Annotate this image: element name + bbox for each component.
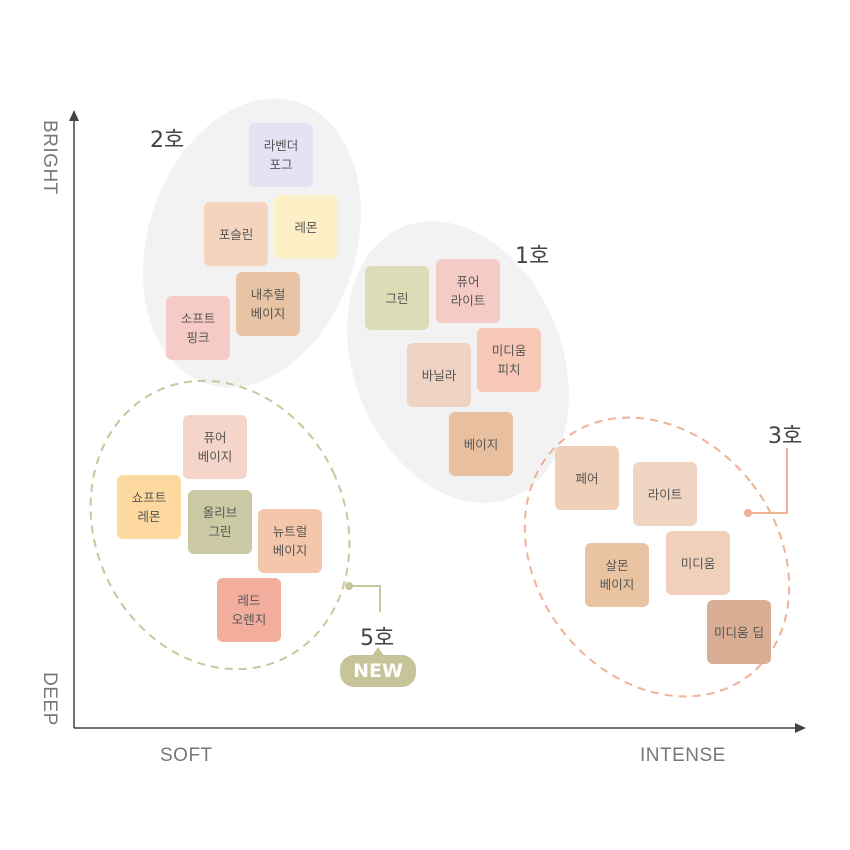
shade-swatch: 올리브 그린	[188, 490, 252, 554]
shade-swatch: 살몬 베이지	[585, 543, 649, 607]
shade-swatch: 바닐라	[407, 343, 471, 407]
group-label-2: 2호	[150, 128, 185, 153]
shade-swatch: 내추럴 베이지	[236, 272, 300, 336]
shade-swatch: 레드 오렌지	[217, 578, 281, 642]
shade-swatch: 쇼프트 레몬	[117, 475, 181, 539]
shade-swatch: 페어	[555, 446, 619, 510]
group-label-5: 5호	[360, 626, 395, 651]
shade-swatch: 그린	[365, 266, 429, 330]
group-3-connector	[748, 448, 788, 514]
axis-label-intense: INTENSE	[640, 745, 726, 766]
new-badge: NEW	[340, 647, 416, 687]
shade-swatch: 미디움 딥	[707, 600, 771, 664]
shade-swatch: 소프트 핑크	[166, 296, 230, 360]
group-5-outline	[89, 379, 351, 671]
axis-label-deep: DEEP	[39, 672, 60, 726]
x-axis-arrow-icon	[795, 723, 806, 733]
shade-swatch: 미디움	[666, 531, 730, 595]
shade-swatch: 라이트	[633, 462, 697, 526]
group-5-connector-dot	[345, 582, 353, 590]
y-axis-arrow-icon	[69, 110, 79, 121]
group-3-connector-dot	[744, 509, 752, 517]
shade-swatch: 라벤더 포그	[249, 123, 313, 187]
shade-swatch: 퓨어 베이지	[183, 415, 247, 479]
shade-swatch: 포슬린	[204, 202, 268, 266]
shade-swatch: 레몬	[274, 195, 338, 259]
shade-swatch: 베이지	[449, 412, 513, 476]
shade-swatch: 퓨어 라이트	[436, 259, 500, 323]
axis-label-bright: BRIGHT	[39, 120, 60, 195]
axis-label-soft: SOFT	[160, 745, 213, 766]
shade-swatch: 미디움 피치	[477, 328, 541, 392]
shade-swatch: 뉴트럴 베이지	[258, 509, 322, 573]
group-label-1: 1호	[515, 244, 550, 269]
group-label-3: 3호	[768, 424, 803, 449]
group-3-outline	[523, 416, 791, 698]
group-5-connector	[349, 585, 381, 612]
